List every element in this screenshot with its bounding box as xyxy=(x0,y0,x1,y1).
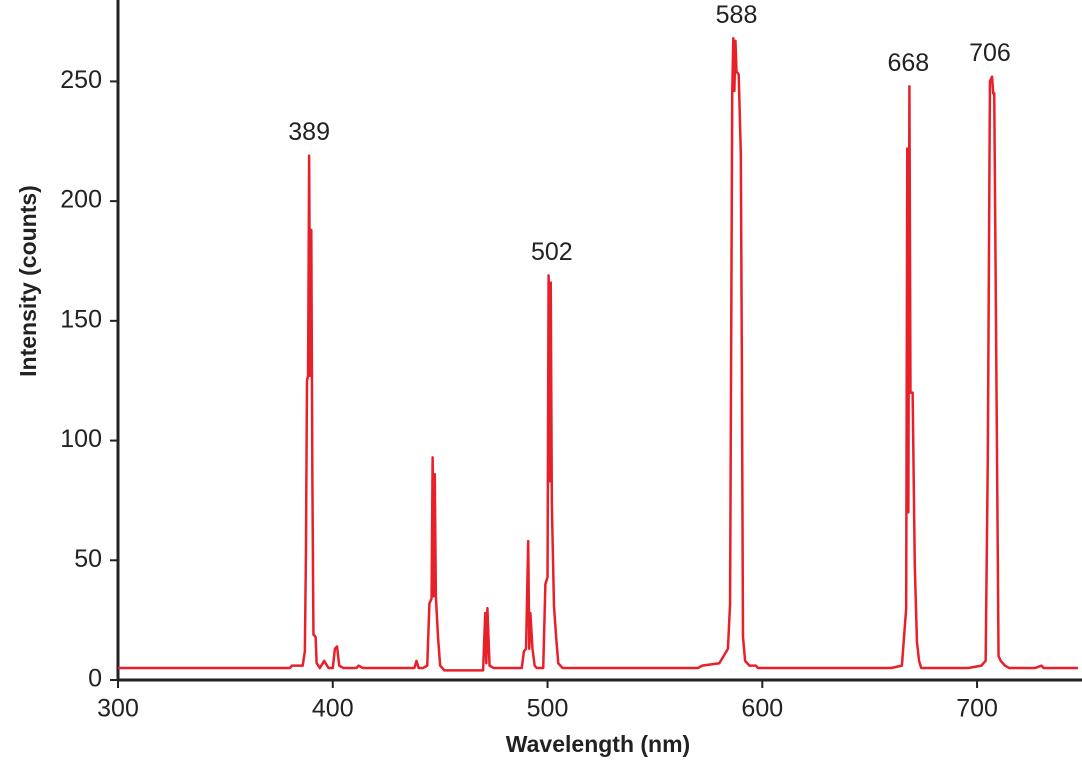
peak-label: 668 xyxy=(887,49,929,77)
peak-label: 588 xyxy=(716,1,758,29)
spectrum-line xyxy=(118,37,1078,672)
peak-label: 389 xyxy=(288,118,330,146)
y-tick-label: 0 xyxy=(88,665,102,693)
x-tick-label: 700 xyxy=(956,695,998,723)
y-tick-label: 150 xyxy=(60,305,102,333)
x-tick-label: 400 xyxy=(312,695,354,723)
peak-label: 502 xyxy=(531,238,573,266)
x-tick-label: 600 xyxy=(741,695,783,723)
x-axis-title: Wavelength (nm) xyxy=(506,731,690,757)
x-tick-label: 300 xyxy=(97,695,139,723)
y-tick-label: 200 xyxy=(60,186,102,214)
peak-label: 706 xyxy=(969,39,1011,67)
y-axis-title: Intensity (counts) xyxy=(15,185,41,377)
y-tick-label: 100 xyxy=(60,425,102,453)
x-tick-label: 500 xyxy=(527,695,569,723)
y-tick-label: 250 xyxy=(60,66,102,94)
y-tick-label: 50 xyxy=(74,545,102,573)
